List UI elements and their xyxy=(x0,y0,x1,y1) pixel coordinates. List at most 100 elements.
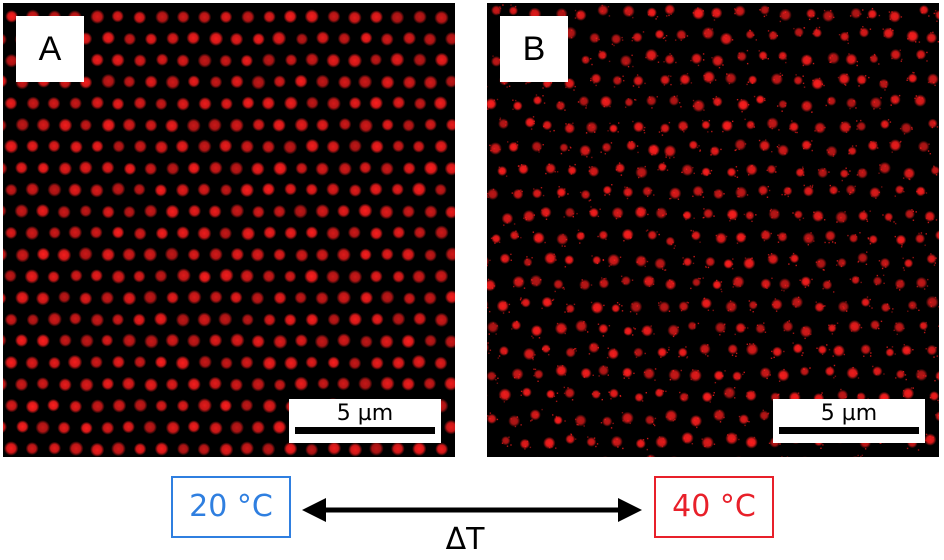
particle-spot xyxy=(622,186,634,198)
speckle xyxy=(734,12,736,15)
particle-spot xyxy=(154,269,168,283)
particle-spot xyxy=(612,75,623,86)
speckle xyxy=(912,349,914,351)
speckle xyxy=(534,354,536,356)
speckle xyxy=(653,333,655,335)
speckle xyxy=(645,230,648,232)
particle-spot xyxy=(379,204,394,220)
speckle xyxy=(690,287,692,290)
speckle xyxy=(628,377,630,379)
speckle xyxy=(664,39,667,42)
speckle xyxy=(506,445,509,447)
speckle xyxy=(579,242,581,244)
speckle xyxy=(604,99,607,102)
particle-spot xyxy=(14,377,29,392)
speckle xyxy=(499,170,502,172)
speckle xyxy=(836,322,839,324)
speckle xyxy=(779,20,782,23)
speckle xyxy=(658,436,661,438)
particle-spot xyxy=(90,399,105,414)
speckle xyxy=(563,386,566,389)
particle-spot xyxy=(737,98,750,111)
speckle xyxy=(802,352,804,354)
particle-spot xyxy=(47,96,61,110)
speckle xyxy=(615,217,618,220)
speckle xyxy=(565,123,567,125)
speckle xyxy=(516,320,518,323)
speckle xyxy=(929,152,932,155)
speckle xyxy=(508,303,511,306)
speckle xyxy=(889,121,892,123)
speckle xyxy=(755,39,758,41)
speckle xyxy=(856,125,858,127)
particle-spot xyxy=(315,161,330,176)
particle-spot xyxy=(327,441,342,456)
particle-spot xyxy=(745,343,759,356)
speckle xyxy=(532,357,534,359)
particle-spot xyxy=(208,376,223,391)
speckle xyxy=(704,445,706,447)
speckle xyxy=(670,197,672,200)
speckle xyxy=(937,41,939,43)
speckle xyxy=(752,442,755,444)
particle-spot xyxy=(677,347,688,358)
particle-spot xyxy=(788,121,800,133)
speckle xyxy=(933,122,936,125)
speckle xyxy=(807,237,809,240)
speckle xyxy=(799,35,801,37)
particle-spot xyxy=(701,167,711,177)
speckle xyxy=(724,370,726,372)
particle-spot xyxy=(133,398,148,413)
particle-spot xyxy=(633,347,644,358)
speckle xyxy=(720,58,723,61)
speckle xyxy=(512,108,514,110)
particle-spot xyxy=(533,369,544,380)
particle-spot xyxy=(314,334,330,349)
speckle xyxy=(713,19,716,21)
speckle xyxy=(608,15,611,17)
speckle xyxy=(641,330,643,332)
speckle xyxy=(534,368,537,371)
particle-spot xyxy=(305,226,319,239)
speckle xyxy=(592,374,594,377)
particle-spot xyxy=(348,312,363,327)
speckle xyxy=(736,176,739,178)
particle-spot xyxy=(326,96,341,111)
particle-spot xyxy=(509,230,520,241)
particle-spot xyxy=(338,161,353,176)
speckle xyxy=(735,166,738,168)
speckle xyxy=(550,82,553,84)
speckle xyxy=(926,51,928,54)
speckle xyxy=(803,184,805,187)
speckle xyxy=(847,39,849,41)
speckle xyxy=(827,281,829,284)
speckle xyxy=(661,445,664,448)
speckle xyxy=(505,121,507,123)
speckle xyxy=(736,195,739,198)
speckle xyxy=(738,57,740,59)
speckle xyxy=(815,301,817,303)
speckle xyxy=(517,235,519,238)
speckle xyxy=(660,130,663,132)
speckle xyxy=(781,456,783,457)
speckle xyxy=(916,190,918,193)
speckle xyxy=(652,277,654,280)
speckle xyxy=(812,33,814,35)
speckle xyxy=(504,301,506,304)
speckle xyxy=(773,78,775,81)
speckle xyxy=(802,82,805,85)
speckle xyxy=(857,261,859,263)
speckle xyxy=(911,126,913,129)
speckle xyxy=(829,366,832,368)
speckle xyxy=(692,230,695,232)
speckle xyxy=(733,283,735,285)
speckle xyxy=(921,97,923,99)
speckle xyxy=(656,16,659,18)
particle-spot xyxy=(624,97,634,107)
speckle xyxy=(734,376,736,379)
particle-spot xyxy=(187,289,202,305)
speckle xyxy=(487,195,488,197)
particle-spot xyxy=(935,370,939,382)
scale-bar-box-a: 5 µm xyxy=(289,399,441,443)
particle-spot xyxy=(434,52,449,67)
